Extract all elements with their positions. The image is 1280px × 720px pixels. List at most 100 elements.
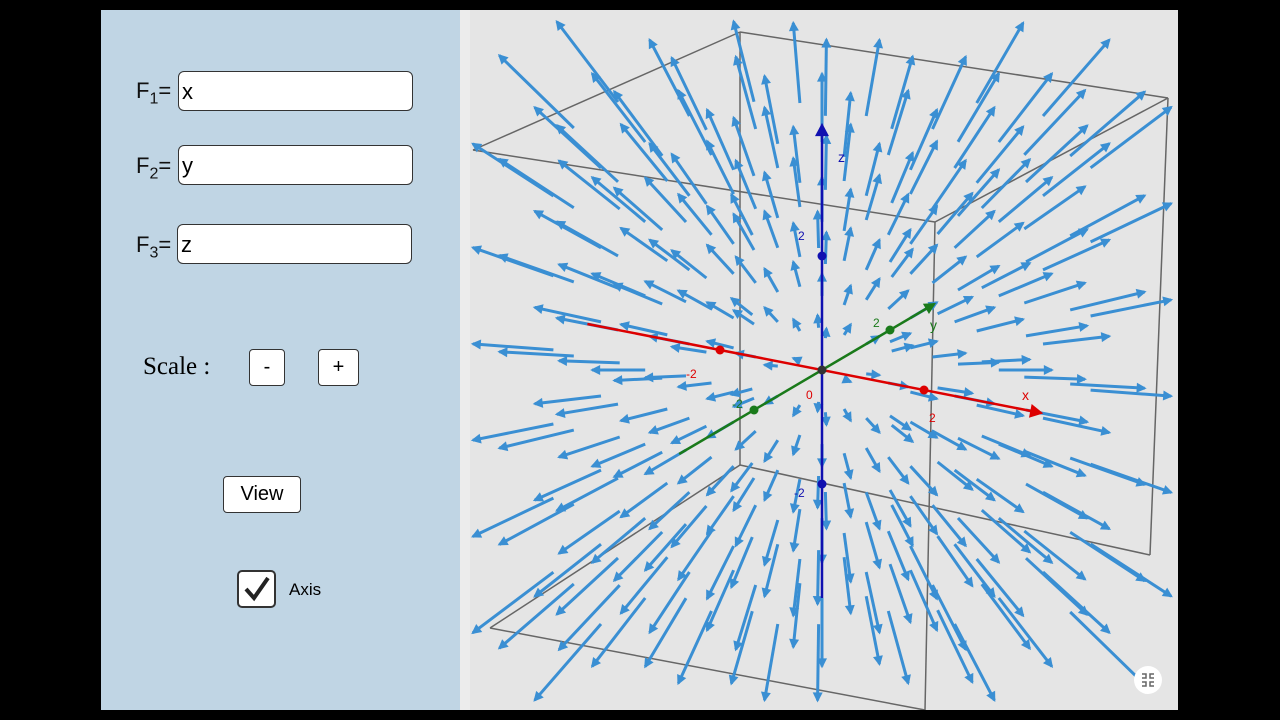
scale-plus[interactable]: + (318, 349, 359, 386)
arrow-shaft (816, 550, 821, 605)
arrow-shaft (533, 623, 603, 702)
arrow-shaft (498, 582, 575, 650)
arrow-head (618, 321, 630, 332)
arrow-head (648, 623, 659, 635)
arrow-shaft (936, 192, 974, 235)
arrow-head (872, 519, 882, 531)
arrow-shaft (613, 186, 664, 232)
arrow-head (1135, 194, 1147, 204)
input-f3[interactable]: z (177, 224, 412, 264)
arrow-shaft (864, 39, 881, 117)
input-f1[interactable]: x (178, 71, 413, 111)
arrow-head (1020, 262, 1032, 272)
arrow-shaft (909, 140, 939, 195)
arrow-head (677, 88, 687, 100)
arrow-head (497, 347, 508, 358)
arrow-head (927, 391, 939, 402)
arrow-shaft (533, 209, 602, 250)
arrow-head (760, 691, 771, 703)
arrow-shaft (791, 22, 802, 104)
arrow-head (790, 259, 801, 271)
arrow-head (470, 433, 482, 444)
arrow-shaft (1024, 557, 1089, 616)
arrow-shaft (1025, 228, 1088, 264)
arrow-head (904, 150, 915, 163)
arrow-head (844, 226, 855, 237)
arrow-head (900, 570, 910, 582)
arrow-head (705, 391, 717, 402)
arrow-head (612, 571, 624, 583)
arrow-shaft (705, 140, 735, 195)
arrow-head (532, 397, 544, 408)
arrow-head (928, 204, 939, 216)
arrow-shaft (931, 56, 968, 130)
arrow-head (762, 555, 772, 567)
arrow-head (669, 435, 682, 445)
arrow-shaft (842, 124, 853, 182)
arrow-shaft (931, 504, 967, 547)
arrow-head (901, 227, 912, 240)
arrow-shaft (705, 545, 735, 600)
arrow-head (1075, 185, 1087, 196)
arrow-head (842, 411, 852, 423)
axis-checkbox[interactable] (237, 570, 276, 608)
arrow-head (763, 490, 773, 502)
arrow-shaft (1042, 142, 1111, 197)
arrow-head (985, 305, 997, 315)
view-button[interactable]: View (223, 476, 301, 513)
arrow-head (813, 313, 824, 324)
arrow-head (761, 587, 772, 599)
arrow-head (898, 289, 910, 300)
arrow-head (557, 159, 569, 170)
arrow-shaft (791, 583, 802, 648)
arrow-head (590, 657, 602, 668)
arrow-head (929, 620, 939, 633)
arrow-head (1100, 623, 1111, 634)
arrow-shaft (791, 126, 802, 183)
f-name: F (136, 153, 150, 178)
axis-text: 0 (806, 388, 813, 402)
arrow-shaft (975, 477, 1024, 514)
arrow-head (1075, 88, 1087, 100)
arrow-head (1078, 322, 1090, 332)
arrow-head (870, 277, 881, 289)
arrow-head (821, 520, 832, 531)
arrow-head (670, 55, 680, 68)
arrow-head (843, 469, 854, 481)
arrow-head (731, 398, 743, 409)
arrow-head (1136, 382, 1147, 393)
arrow-shaft (864, 571, 881, 633)
arrow-shaft (823, 135, 828, 190)
input-f2[interactable]: y (178, 145, 413, 185)
arrow-head (1020, 639, 1031, 651)
scale-minus[interactable]: - (249, 349, 285, 386)
arrow-head (761, 105, 772, 117)
arrow-head (842, 322, 852, 334)
arrow-head (927, 243, 939, 255)
arrow-shaft (1025, 324, 1088, 338)
arrow-shaft (909, 545, 939, 600)
arrow-shaft (555, 556, 620, 616)
axis-point (817, 251, 827, 261)
arrow-head (705, 524, 716, 536)
arrow-shaft (558, 263, 621, 291)
arrow-head (871, 369, 882, 380)
arrow-head (899, 473, 910, 485)
arrow-shaft (648, 491, 691, 530)
arrow-head (903, 342, 915, 353)
arrow-shaft (1069, 530, 1146, 583)
arrow-head (1099, 520, 1112, 530)
arrow-head (732, 500, 743, 513)
arrow-head (1043, 365, 1054, 375)
arrow-head (1042, 553, 1054, 564)
fullscreen-button[interactable] (1134, 666, 1162, 694)
arrow-head (902, 516, 912, 528)
arrow-head (986, 690, 996, 702)
arrow-shaft (558, 159, 621, 211)
arrow-shaft (591, 176, 647, 223)
arrow-shaft (981, 434, 1031, 458)
f-index: 2 (149, 165, 159, 183)
arrow-head (903, 613, 913, 625)
arrow-shaft (1069, 456, 1146, 486)
arrow-shaft (1069, 290, 1146, 312)
